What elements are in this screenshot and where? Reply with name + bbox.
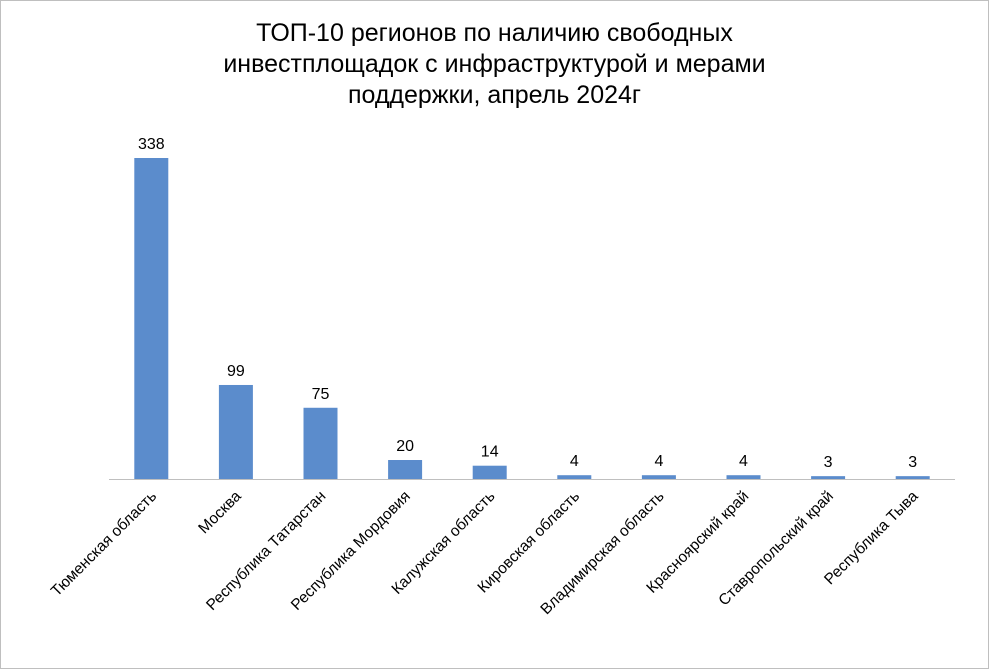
chart-title: ТОП-10 регионов по наличию свободных инв… — [0, 18, 989, 111]
data-label: 75 — [312, 386, 330, 403]
chart-title-line-1: ТОП-10 регионов по наличию свободных — [256, 19, 733, 47]
category-label: Тюменская область — [48, 488, 160, 600]
bar — [388, 460, 423, 479]
bar — [303, 407, 338, 479]
bar — [472, 465, 507, 479]
data-label: 4 — [739, 453, 748, 470]
bar — [557, 475, 592, 479]
bar — [134, 158, 169, 479]
category-label: Москва — [195, 488, 245, 538]
bar — [218, 384, 253, 479]
data-label: 20 — [396, 438, 414, 455]
data-label: 3 — [824, 454, 833, 471]
bar — [895, 476, 930, 479]
chart-title-line-3: поддержки, апрель 2024г — [347, 81, 642, 109]
data-label: 4 — [570, 453, 579, 470]
data-label: 14 — [481, 444, 499, 461]
data-label: 338 — [138, 136, 165, 153]
bar — [811, 476, 846, 479]
data-label: 3 — [908, 454, 917, 471]
chart-title-line-2: инвестплощадок с инфраструктурой и мерам… — [223, 50, 766, 78]
data-label: 99 — [227, 363, 245, 380]
data-label: 4 — [654, 453, 663, 470]
category-label: Республика Тыва — [821, 488, 922, 589]
bar — [641, 475, 676, 479]
bar — [726, 475, 761, 479]
